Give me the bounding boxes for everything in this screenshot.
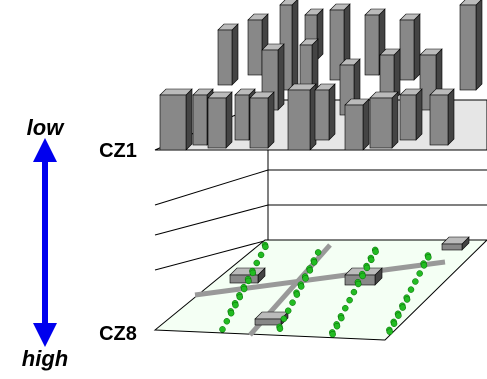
building-front	[315, 90, 329, 140]
building-front	[365, 15, 379, 75]
building-side	[186, 89, 192, 150]
tree	[219, 326, 225, 332]
tree	[387, 329, 393, 335]
tree	[250, 270, 256, 276]
tree	[228, 310, 234, 316]
tree	[307, 267, 313, 273]
building-front	[250, 98, 268, 148]
tree	[303, 275, 309, 281]
building-side	[416, 89, 422, 140]
city-buildings	[160, 0, 482, 150]
tree	[347, 297, 353, 303]
low-label: low	[27, 115, 66, 140]
building-front	[208, 98, 226, 148]
building-side	[232, 24, 238, 85]
cz8-label: CZ8	[99, 323, 137, 345]
building-front	[193, 95, 207, 145]
building-front	[248, 20, 262, 75]
building-side	[292, 0, 298, 90]
tree	[404, 297, 410, 303]
building-side	[363, 99, 369, 150]
tree	[281, 316, 287, 322]
building-front	[460, 5, 476, 90]
building-side	[329, 84, 335, 140]
tree	[237, 294, 243, 300]
tree	[408, 287, 414, 293]
building-front	[235, 95, 249, 140]
tree	[355, 281, 361, 287]
tree	[290, 300, 296, 306]
building-top	[160, 89, 192, 95]
tree	[338, 315, 344, 321]
tree	[373, 249, 379, 255]
building-front	[345, 105, 363, 150]
tree	[262, 244, 268, 250]
tree	[277, 326, 283, 332]
tree	[425, 254, 431, 260]
building-side	[476, 0, 482, 90]
building-front	[218, 30, 232, 85]
building-side	[392, 92, 398, 148]
tree	[311, 259, 317, 265]
building-front	[400, 95, 416, 140]
building-front	[230, 275, 258, 283]
building-side	[278, 44, 284, 110]
tree	[254, 260, 260, 266]
building-front	[160, 95, 186, 150]
tree	[232, 302, 238, 308]
tree	[334, 323, 340, 329]
tree	[412, 279, 418, 285]
tree	[391, 321, 397, 327]
building-side	[268, 92, 274, 148]
tree	[421, 262, 427, 268]
tree	[368, 257, 374, 263]
tree	[298, 284, 304, 290]
building-front	[288, 90, 310, 150]
high-label: high	[22, 346, 68, 371]
tree	[294, 292, 300, 298]
tree	[351, 289, 357, 295]
tree	[245, 278, 251, 284]
building-front	[255, 319, 281, 325]
building-front	[400, 20, 414, 80]
tree	[342, 305, 348, 311]
building-front	[430, 95, 448, 145]
tree	[241, 286, 247, 292]
cz1-label: CZ1	[99, 140, 137, 162]
building-front	[442, 244, 462, 250]
tree	[258, 252, 264, 258]
tree	[360, 273, 366, 279]
tree	[417, 270, 423, 276]
tree	[224, 318, 230, 324]
tree	[364, 265, 370, 271]
diagram: low high CZ1 CZ8	[0, 0, 487, 379]
building-side	[226, 92, 232, 148]
tree	[400, 305, 406, 311]
tree	[315, 249, 321, 255]
tree	[330, 331, 336, 337]
tree	[395, 313, 401, 319]
tree	[285, 308, 291, 314]
building-side	[414, 14, 420, 80]
building-side	[448, 89, 454, 145]
building-front	[370, 98, 392, 148]
